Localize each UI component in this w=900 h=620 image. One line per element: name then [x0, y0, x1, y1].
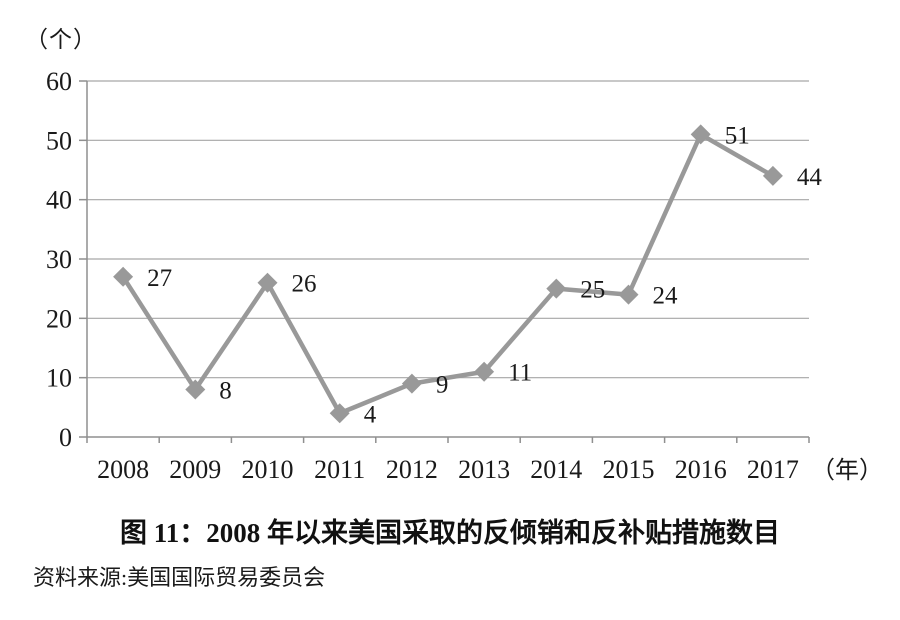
chart-title: 图 11：2008 年以来美国采取的反倾销和反补贴措施数目: [119, 518, 780, 548]
x-tick-label: 2016: [675, 455, 727, 484]
data-point-label: 25: [580, 277, 605, 304]
data-point-marker: [257, 272, 278, 293]
data-point-marker: [690, 124, 711, 145]
x-tick-label: 2014: [530, 455, 582, 484]
data-point-marker: [618, 284, 639, 305]
x-tick-label: 2008: [97, 455, 149, 484]
axes: [86, 81, 809, 438]
y-axis-labels: 0 10 20 30 40 50 60: [46, 67, 72, 452]
x-tick-label: 2015: [603, 455, 655, 484]
data-point-label: 9: [436, 372, 449, 399]
data-point-marker: [329, 403, 350, 424]
series-markers: [113, 124, 783, 424]
data-point-marker: [762, 165, 783, 186]
series-line: [120, 132, 776, 416]
y-tick-label: 20: [46, 304, 72, 333]
y-tick-label: 0: [59, 423, 72, 452]
data-point-marker: [185, 379, 206, 400]
y-axis-unit-label: （个）: [25, 27, 97, 52]
data-point-label: 24: [653, 283, 679, 310]
x-tick-label: 2017: [747, 455, 799, 484]
data-point-marker: [546, 278, 567, 299]
y-tick-label: 60: [46, 67, 72, 96]
x-tick-label: 2011: [314, 455, 365, 484]
x-tick-label: 2010: [242, 455, 294, 484]
y-tick-label: 10: [46, 364, 72, 393]
data-point-label: 8: [219, 378, 232, 405]
data-point-marker: [113, 266, 134, 287]
chart-source: 资料来源:美国国际贸易委员会: [33, 565, 326, 590]
data-point-label: 44: [797, 164, 823, 191]
data-point-label: 51: [725, 122, 750, 149]
data-point-marker: [401, 373, 422, 394]
data-point-label: 26: [292, 271, 317, 298]
x-tick-label: 2013: [458, 455, 510, 484]
gridlines: [87, 80, 809, 379]
y-tick-label: 40: [46, 186, 72, 215]
x-tick-label: 2009: [169, 455, 221, 484]
x-axis-unit-label: （年）: [811, 457, 883, 484]
axis-ticks: [79, 80, 810, 443]
x-axis-labels: 2008 2009 2010 2011 2012 2013 2014 2015 2016 2017…: [97, 455, 883, 484]
data-point-label: 4: [364, 401, 377, 428]
series-value-labels: 27 8 26 4 9 11 25 24 51 44: [147, 122, 822, 428]
y-tick-label: 50: [46, 126, 72, 155]
y-tick-label: 30: [46, 245, 72, 274]
data-point-label: 27: [147, 265, 172, 292]
x-tick-label: 2012: [386, 455, 438, 484]
data-point-label: 11: [508, 360, 532, 387]
data-point-marker: [474, 361, 495, 382]
